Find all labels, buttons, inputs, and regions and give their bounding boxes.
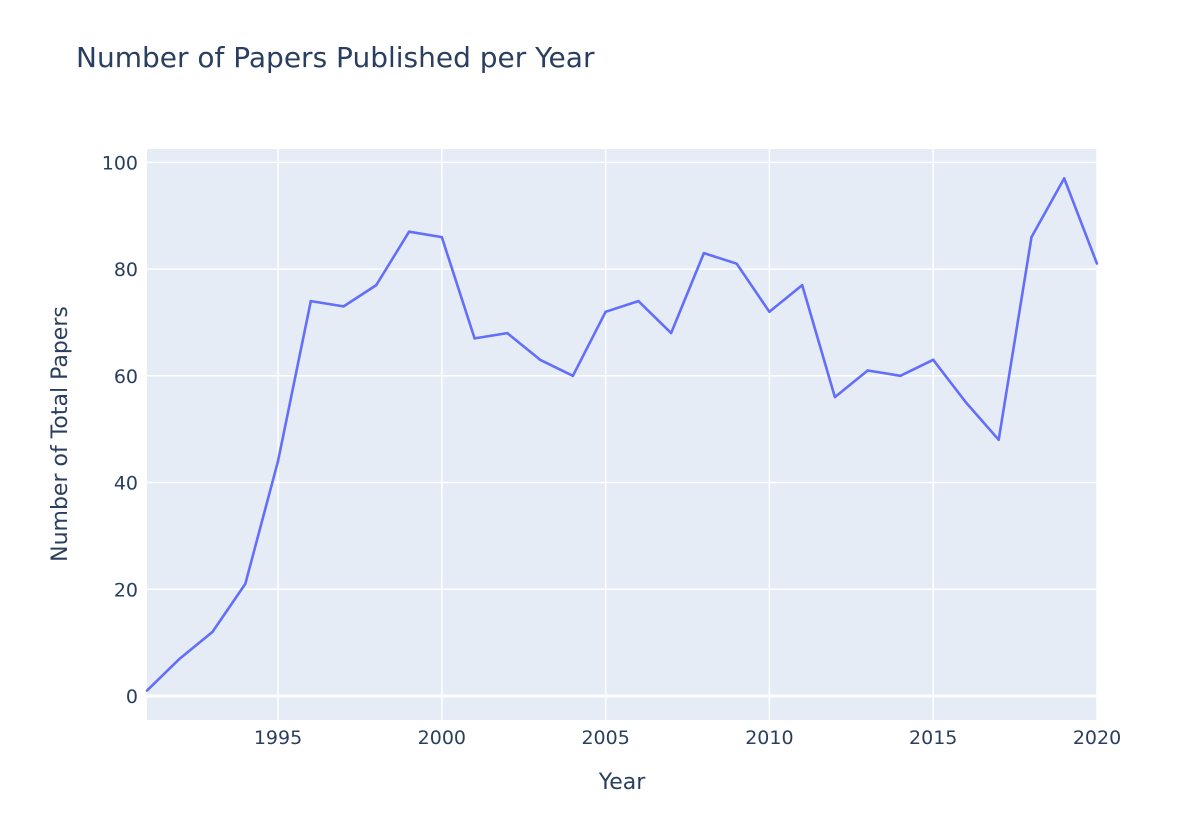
data-point <box>211 630 214 634</box>
data-point <box>866 369 869 372</box>
y-axis-title: Number of Total Papers <box>48 306 73 562</box>
x-axis-ticks: 1995 2000 2005 2010 2015 2020 <box>254 727 1121 749</box>
data-point <box>997 438 1000 442</box>
data-point <box>932 358 935 361</box>
y-tick-label: 40 <box>114 473 138 495</box>
data-point <box>1063 177 1066 180</box>
data-point <box>145 689 149 692</box>
x-tick-label: 2015 <box>909 727 957 749</box>
y-tick-label: 60 <box>114 366 138 388</box>
data-point <box>768 310 771 313</box>
data-point <box>800 283 804 287</box>
data-point <box>407 230 411 233</box>
series-layer <box>145 177 1099 692</box>
x-tick-label: 2020 <box>1073 727 1121 749</box>
data-point <box>637 299 640 303</box>
data-point <box>178 657 181 660</box>
data-point <box>899 374 902 377</box>
data-point <box>669 331 673 335</box>
y-tick-label: 80 <box>114 259 138 281</box>
data-point <box>571 374 575 377</box>
data-point <box>833 395 837 399</box>
data-point <box>440 235 444 239</box>
y-axis-ticks: 0 20 40 60 80 100 <box>102 152 138 708</box>
data-point <box>1030 235 1033 239</box>
series-line <box>146 177 1099 692</box>
data-point <box>735 262 738 265</box>
x-tick-label: 2010 <box>745 727 793 749</box>
data-point <box>309 299 312 303</box>
data-point <box>342 305 345 308</box>
data-point <box>538 358 542 361</box>
data-point <box>244 582 247 586</box>
data-point <box>1095 262 1099 265</box>
data-point <box>276 459 280 463</box>
data-point <box>375 283 378 287</box>
chart-title: Number of Papers Published per Year <box>76 41 595 74</box>
x-tick-label: 2000 <box>418 727 466 749</box>
grid-lines <box>147 149 1098 720</box>
data-point <box>702 251 706 255</box>
data-point <box>604 310 607 313</box>
y-tick-label: 20 <box>114 579 138 601</box>
plot-area <box>147 149 1097 720</box>
x-axis-title: Year <box>598 770 647 795</box>
x-tick-label: 1995 <box>254 727 302 749</box>
y-tick-label: 0 <box>126 686 138 708</box>
data-point <box>473 337 476 340</box>
data-point <box>506 331 509 335</box>
y-tick-label: 100 <box>102 152 138 174</box>
x-tick-label: 2005 <box>581 727 629 749</box>
data-point <box>964 401 968 404</box>
